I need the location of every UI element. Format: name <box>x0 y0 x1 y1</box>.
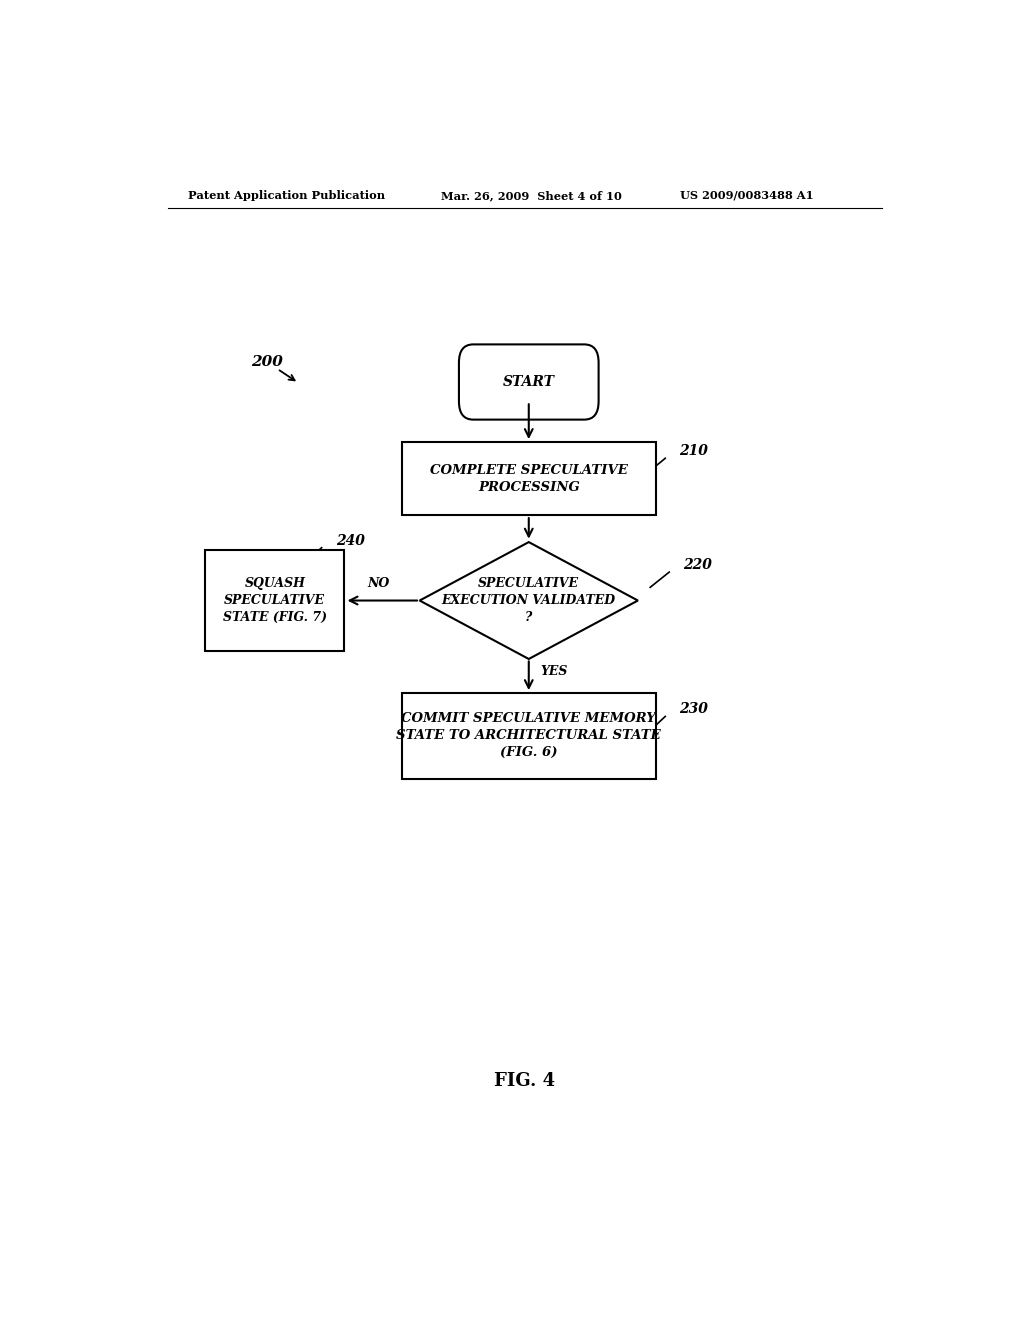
Text: 230: 230 <box>680 702 709 717</box>
Text: COMMIT SPECULATIVE MEMORY
STATE TO ARCHITECTURAL STATE
(FIG. 6): COMMIT SPECULATIVE MEMORY STATE TO ARCHI… <box>396 713 662 759</box>
Text: START: START <box>503 375 555 389</box>
Text: YES: YES <box>541 665 568 677</box>
Text: 240: 240 <box>336 533 365 548</box>
Text: Patent Application Publication: Patent Application Publication <box>187 190 385 201</box>
Text: 200: 200 <box>251 355 283 368</box>
FancyBboxPatch shape <box>206 549 344 651</box>
Text: FIG. 4: FIG. 4 <box>495 1072 555 1090</box>
Text: NO: NO <box>368 577 390 590</box>
Text: 210: 210 <box>680 444 709 458</box>
Text: COMPLETE SPECULATIVE
PROCESSING: COMPLETE SPECULATIVE PROCESSING <box>430 463 628 494</box>
Polygon shape <box>420 543 638 659</box>
Text: 220: 220 <box>684 558 713 572</box>
FancyBboxPatch shape <box>401 442 655 515</box>
Text: SPECULATIVE
EXECUTION VALIDATED
?: SPECULATIVE EXECUTION VALIDATED ? <box>441 577 615 624</box>
Text: US 2009/0083488 A1: US 2009/0083488 A1 <box>680 190 813 201</box>
FancyBboxPatch shape <box>401 693 655 779</box>
Text: SQUASH
SPECULATIVE
STATE (FIG. 7): SQUASH SPECULATIVE STATE (FIG. 7) <box>223 577 327 624</box>
FancyBboxPatch shape <box>459 345 599 420</box>
Text: Mar. 26, 2009  Sheet 4 of 10: Mar. 26, 2009 Sheet 4 of 10 <box>441 190 623 201</box>
